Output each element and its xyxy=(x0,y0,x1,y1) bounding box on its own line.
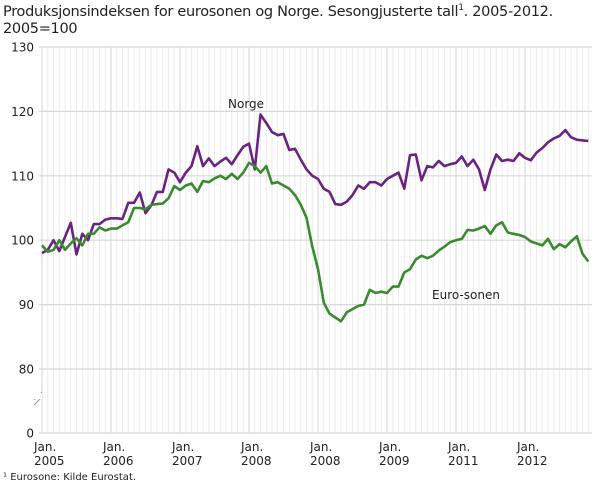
x-tick-label: Jan. 2007 xyxy=(171,440,203,468)
x-tick-label: Jan. 2006 xyxy=(102,440,134,468)
x-tick-label: Jan. 2005 xyxy=(33,440,65,468)
y-tick-label: 90 xyxy=(19,298,34,312)
y-tick-label: 0 xyxy=(26,427,34,441)
chart-title: Produksjonsindeksen for eurosonen og Nor… xyxy=(3,0,608,38)
axis-break-gap xyxy=(34,393,42,399)
x-tick-label: Jan. 2008 xyxy=(309,440,341,468)
title-line-1: Produksjonsindeksen for eurosonen og Nor… xyxy=(3,3,459,20)
footnote: ¹ Eurosone: Kilde Eurostat. xyxy=(3,472,137,483)
y-tick-label: 130 xyxy=(11,41,34,55)
series-line-euro-sonen xyxy=(41,161,590,323)
x-tick-label: Jan. 2008 xyxy=(240,440,272,468)
title-years: . 2005-2012. xyxy=(463,3,554,20)
y-tick-label: 110 xyxy=(11,169,34,183)
title-line-2: 2005=100 xyxy=(3,20,78,37)
y-tick-label: 120 xyxy=(11,105,34,119)
y-tick-label: 80 xyxy=(19,363,34,377)
y-tick-label: 100 xyxy=(11,234,34,248)
series-label-euro-sonen: Euro-sonen xyxy=(432,288,500,302)
x-tick-label: Jan. 2009 xyxy=(378,440,410,468)
series-line-norge xyxy=(41,113,589,256)
x-tick-label: Jan. 2011 xyxy=(447,440,479,468)
series-label-norge: Norge xyxy=(228,97,264,111)
x-tick-label: Jan. 2012 xyxy=(516,440,548,468)
title-superscript: 1 xyxy=(458,3,464,13)
